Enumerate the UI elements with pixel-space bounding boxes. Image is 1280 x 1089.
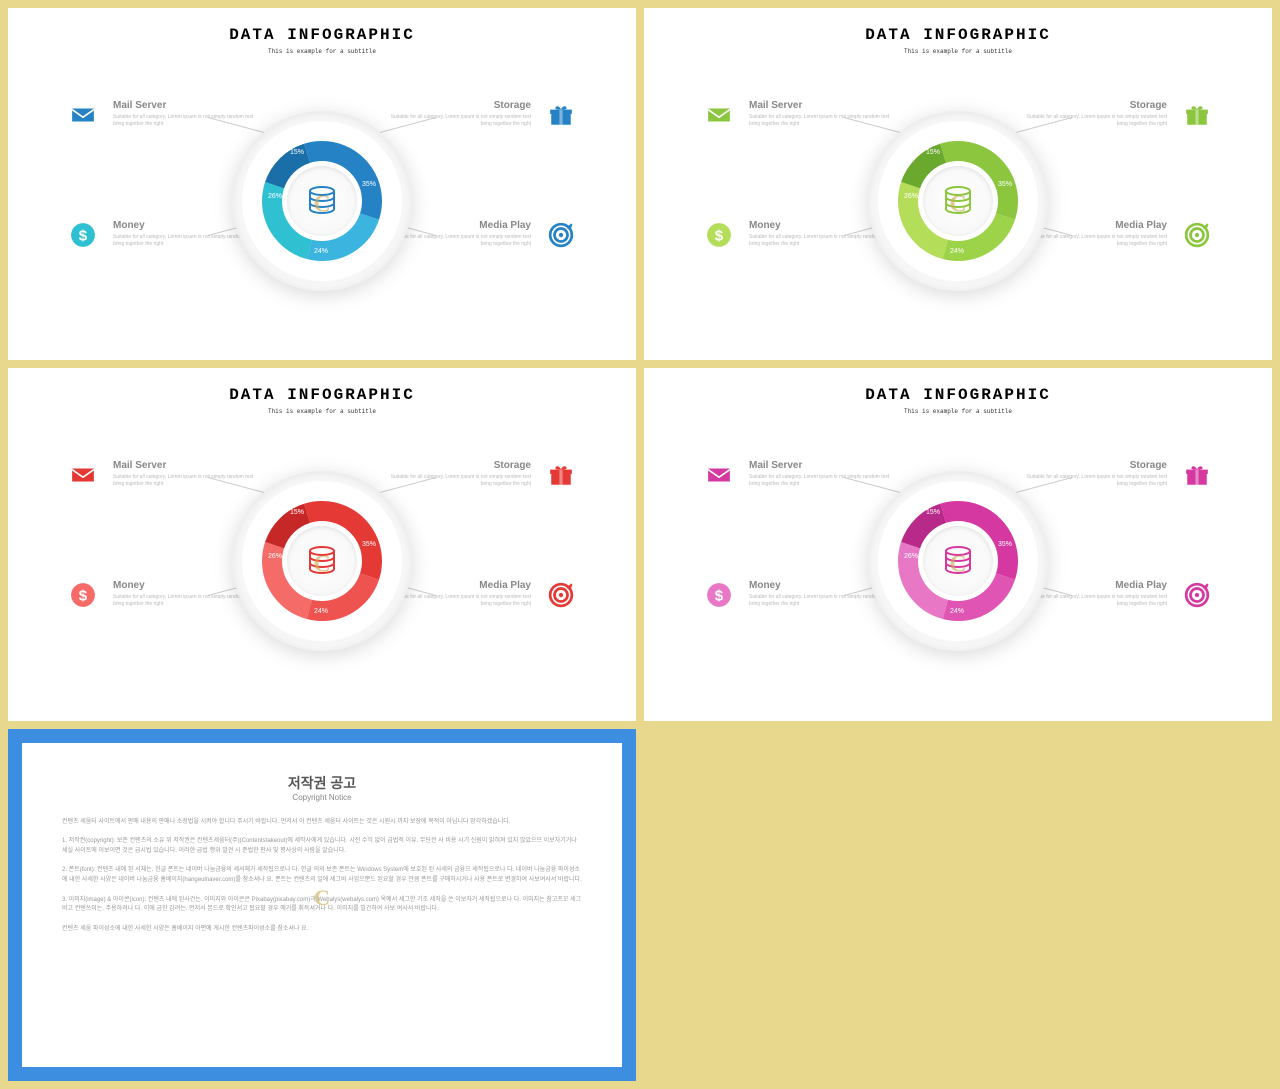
slide-red: DATA INFOGRAPHIC This is example for a s…	[8, 368, 636, 720]
mail-icon	[68, 100, 98, 130]
item-title: Storage	[1017, 460, 1167, 471]
slide-content: Mail Server Suitable for all category, L…	[644, 55, 1272, 347]
copyright-p1: 컨텐츠 세움터 사이트에서 판매 내용의 판매나 소장법을 시켜야 합니다 주시…	[62, 818, 582, 828]
target-icon	[546, 220, 576, 250]
svg-text:$: $	[715, 588, 724, 605]
watermark-icon: C	[314, 885, 330, 911]
watermark-icon: C	[313, 552, 330, 579]
slide-content: Mail Server Suitable for all category, L…	[644, 415, 1272, 707]
pct-right: 35%	[998, 541, 1012, 548]
gift-icon	[1182, 460, 1212, 490]
donut-chart: 15% 35% 24% 26% C	[232, 111, 412, 291]
slide-subtitle: This is example for a subtitle	[8, 408, 636, 415]
pct-top: 15%	[926, 149, 940, 156]
slide-subtitle: This is example for a subtitle	[644, 48, 1272, 55]
gift-icon	[1182, 100, 1212, 130]
copyright-p5: 컨텐츠 세움 파이성소에 내한 사세한 사양은 홈베이지 아편예 게시한 컨텐츠…	[62, 925, 582, 935]
pct-left: 26%	[904, 193, 918, 200]
item-title: Storage	[381, 100, 531, 111]
slide-subtitle: This is example for a subtitle	[8, 48, 636, 55]
svg-text:$: $	[715, 227, 724, 244]
pct-right: 35%	[362, 181, 376, 188]
pct-bottom: 24%	[950, 248, 964, 255]
pct-bottom: 24%	[314, 608, 328, 615]
svg-text:$: $	[79, 588, 88, 605]
watermark-icon: C	[949, 191, 966, 218]
slide-copyright: 저작권 공고 Copyright Notice 컨텐츠 세움터 사이트에서 판매…	[8, 729, 636, 1081]
slide-content: Mail Server Suitable for all category, L…	[8, 415, 636, 707]
item-title: Mail Server	[113, 460, 263, 471]
slide-subtitle: This is example for a subtitle	[644, 408, 1272, 415]
target-icon	[1182, 580, 1212, 610]
pct-left: 26%	[268, 553, 282, 560]
pct-bottom: 24%	[950, 608, 964, 615]
mail-icon	[68, 460, 98, 490]
target-icon	[1182, 220, 1212, 250]
copyright-title-en: Copyright Notice	[62, 793, 582, 802]
dollar-icon: $	[68, 220, 98, 250]
item-title: Mail Server	[749, 460, 899, 471]
slide-green: DATA INFOGRAPHIC This is example for a s…	[644, 8, 1272, 360]
donut-chart: 15% 35% 24% 26% C	[868, 471, 1048, 651]
slide-pink: DATA INFOGRAPHIC This is example for a s…	[644, 368, 1272, 720]
mail-icon	[704, 460, 734, 490]
copyright-p3: 2. 폰트(font): 컨텐츠 내에 된 서체는. 한글 폰트는 네이버 나눔…	[62, 866, 582, 885]
dollar-icon: $	[704, 220, 734, 250]
slide-title: DATA INFOGRAPHIC	[644, 26, 1272, 44]
copyright-p2: 1. 저작권(copyright): 보존 컨텐츠의 소유 위 저작권은 컨텐츠…	[62, 837, 582, 856]
pct-top: 15%	[926, 509, 940, 516]
dollar-icon: $	[704, 580, 734, 610]
mail-icon	[704, 100, 734, 130]
pct-left: 26%	[268, 193, 282, 200]
pct-right: 35%	[362, 541, 376, 548]
slide-content: Mail Server Suitable for all category, L…	[8, 55, 636, 347]
pct-top: 15%	[290, 509, 304, 516]
item-title: Mail Server	[113, 100, 263, 111]
svg-text:$: $	[79, 227, 88, 244]
donut-chart: 15% 35% 24% 26% C	[232, 471, 412, 651]
slide-blue: DATA INFOGRAPHIC This is example for a s…	[8, 8, 636, 360]
slide-title: DATA INFOGRAPHIC	[8, 386, 636, 404]
target-icon	[546, 580, 576, 610]
dollar-icon: $	[68, 580, 98, 610]
pct-bottom: 24%	[314, 248, 328, 255]
watermark-icon: C	[313, 191, 330, 218]
slide-title: DATA INFOGRAPHIC	[8, 26, 636, 44]
slide-title: DATA INFOGRAPHIC	[644, 386, 1272, 404]
pct-left: 26%	[904, 553, 918, 560]
gift-icon	[546, 460, 576, 490]
item-title: Storage	[1017, 100, 1167, 111]
copyright-title-ko: 저작권 공고	[62, 773, 582, 793]
copyright-body: 컨텐츠 세움터 사이트에서 판매 내용의 판매나 소장법을 시켜야 합니다 주시…	[62, 818, 582, 935]
watermark-icon: C	[949, 552, 966, 579]
pct-top: 15%	[290, 149, 304, 156]
item-title: Storage	[381, 460, 531, 471]
pct-right: 35%	[998, 181, 1012, 188]
gift-icon	[546, 100, 576, 130]
donut-chart: 15% 35% 24% 26% C	[868, 111, 1048, 291]
item-title: Mail Server	[749, 100, 899, 111]
